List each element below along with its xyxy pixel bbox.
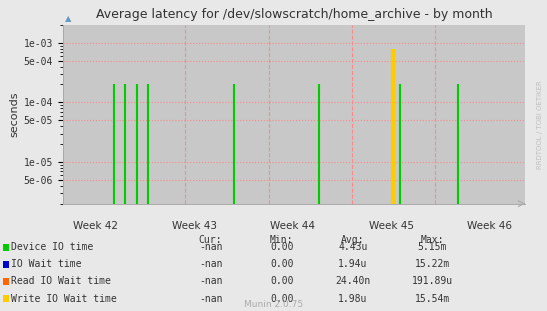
Text: 191.89u: 191.89u [411,276,453,286]
Text: Cur:: Cur: [199,235,222,245]
Text: 1.94u: 1.94u [338,259,368,269]
Text: -nan: -nan [199,294,222,304]
Text: -nan: -nan [199,276,222,286]
Text: Min:: Min: [270,235,293,245]
Text: Week 44: Week 44 [270,221,315,231]
Title: Average latency for /dev/slowscratch/home_archive - by month: Average latency for /dev/slowscratch/hom… [96,8,492,21]
Text: Munin 2.0.75: Munin 2.0.75 [244,299,303,309]
Text: 5.15m: 5.15m [417,242,447,252]
Text: Week 43: Week 43 [172,221,217,231]
Text: 0.00: 0.00 [270,276,293,286]
Text: Avg:: Avg: [341,235,364,245]
Text: Week 46: Week 46 [467,221,512,231]
Text: 15.22m: 15.22m [415,259,450,269]
Text: Week 45: Week 45 [369,221,414,231]
Y-axis label: seconds: seconds [10,91,20,137]
Text: ▲: ▲ [65,14,72,23]
Text: 0.00: 0.00 [270,242,293,252]
Text: IO Wait time: IO Wait time [11,259,82,269]
Text: 4.43u: 4.43u [338,242,368,252]
Text: 1.98u: 1.98u [338,294,368,304]
Text: Write IO Wait time: Write IO Wait time [11,294,117,304]
Text: Week 42: Week 42 [73,221,118,231]
Text: Device IO time: Device IO time [11,242,93,252]
Text: -nan: -nan [199,242,222,252]
Text: -nan: -nan [199,259,222,269]
Text: Max:: Max: [421,235,444,245]
Text: 0.00: 0.00 [270,259,293,269]
Text: 24.40n: 24.40n [335,276,370,286]
Text: 0.00: 0.00 [270,294,293,304]
Text: Read IO Wait time: Read IO Wait time [11,276,111,286]
Text: 15.54m: 15.54m [415,294,450,304]
Text: RRDTOOL / TOBI OETIKER: RRDTOOL / TOBI OETIKER [537,80,543,169]
